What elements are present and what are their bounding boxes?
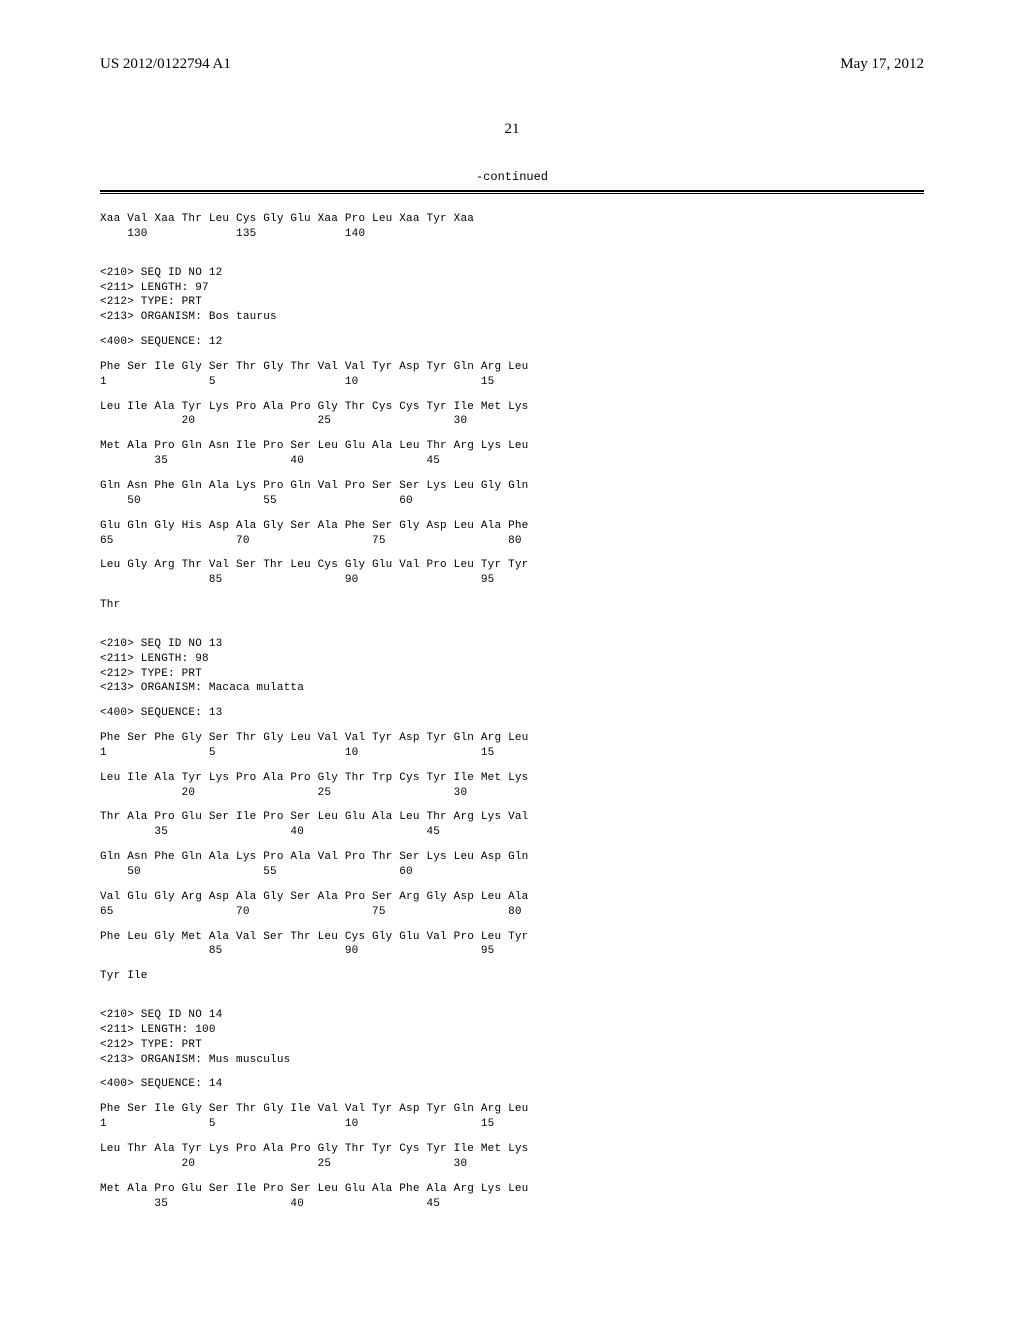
sequence-text-line: Met Ala Pro Gln Asn Ile Pro Ser Leu Glu … bbox=[100, 439, 924, 454]
sequence-text-line: Leu Ile Ala Tyr Lys Pro Ala Pro Gly Thr … bbox=[100, 400, 924, 415]
sequence-text-line: Phe Ser Ile Gly Ser Thr Gly Ile Val Val … bbox=[100, 1102, 924, 1117]
blank-spacer bbox=[100, 1067, 924, 1077]
sequence-text-line: Thr bbox=[100, 598, 924, 613]
sequence-text-line: Gln Asn Phe Gln Ala Lys Pro Ala Val Pro … bbox=[100, 850, 924, 865]
publication-number: US 2012/0122794 A1 bbox=[100, 56, 231, 73]
page-container: US 2012/0122794 A1 May 17, 2012 21 -cont… bbox=[0, 0, 1024, 1275]
sequence-text-line: Val Glu Gly Arg Asp Ala Gly Ser Ala Pro … bbox=[100, 890, 924, 905]
sequence-text-line: Leu Thr Ala Tyr Lys Pro Ala Pro Gly Thr … bbox=[100, 1142, 924, 1157]
blank-spacer bbox=[100, 325, 924, 335]
sequence-text-line: <400> SEQUENCE: 13 bbox=[100, 706, 924, 721]
sequence-text-line: <211> LENGTH: 97 bbox=[100, 281, 924, 296]
sequence-text-line: 1 5 10 15 bbox=[100, 375, 924, 390]
blank-spacer bbox=[100, 613, 924, 623]
sequence-text-line: <213> ORGANISM: Mus musculus bbox=[100, 1053, 924, 1068]
publication-date: May 17, 2012 bbox=[840, 56, 924, 73]
sequence-text-line: Phe Leu Gly Met Ala Val Ser Thr Leu Cys … bbox=[100, 930, 924, 945]
sequence-text-line: <211> LENGTH: 98 bbox=[100, 652, 924, 667]
sequence-text-line: 35 40 45 bbox=[100, 454, 924, 469]
sequence-text-line: Thr Ala Pro Glu Ser Ile Pro Ser Leu Glu … bbox=[100, 810, 924, 825]
sequence-text-line: Xaa Val Xaa Thr Leu Cys Gly Glu Xaa Pro … bbox=[100, 212, 924, 227]
sequence-text-line: <210> SEQ ID NO 12 bbox=[100, 266, 924, 281]
blank-spacer bbox=[100, 721, 924, 731]
sequence-text-line: <213> ORGANISM: Bos taurus bbox=[100, 310, 924, 325]
sequence-text-line: 50 55 60 bbox=[100, 494, 924, 509]
sequence-text-line: <210> SEQ ID NO 13 bbox=[100, 637, 924, 652]
blank-spacer bbox=[100, 984, 924, 994]
sequence-text-line: Phe Ser Phe Gly Ser Thr Gly Leu Val Val … bbox=[100, 731, 924, 746]
blank-spacer bbox=[100, 252, 924, 266]
continued-label: -continued bbox=[100, 170, 924, 184]
sequence-text-line: 85 90 95 bbox=[100, 573, 924, 588]
divider-top bbox=[100, 190, 924, 192]
sequence-text-line: <400> SEQUENCE: 14 bbox=[100, 1077, 924, 1092]
sequence-text-line: 65 70 75 80 bbox=[100, 905, 924, 920]
blank-spacer bbox=[100, 696, 924, 706]
sequence-text-line: Leu Gly Arg Thr Val Ser Thr Leu Cys Gly … bbox=[100, 558, 924, 573]
sequence-text-line: <212> TYPE: PRT bbox=[100, 667, 924, 682]
sequence-text-line: Met Ala Pro Glu Ser Ile Pro Ser Leu Glu … bbox=[100, 1182, 924, 1197]
sequence-text-line: 1 5 10 15 bbox=[100, 1117, 924, 1132]
divider-bottom bbox=[100, 193, 924, 194]
sequence-text-line: Gln Asn Phe Gln Ala Lys Pro Gln Val Pro … bbox=[100, 479, 924, 494]
sequence-text-line: 20 25 30 bbox=[100, 1157, 924, 1172]
sequence-text-line: Tyr Ile bbox=[100, 969, 924, 984]
sequence-text-line: <400> SEQUENCE: 12 bbox=[100, 335, 924, 350]
sequence-text-line: 35 40 45 bbox=[100, 1197, 924, 1212]
sequence-text-line: 1 5 10 15 bbox=[100, 746, 924, 761]
sequence-text-line: <213> ORGANISM: Macaca mulatta bbox=[100, 681, 924, 696]
sequence-listing: Xaa Val Xaa Thr Leu Cys Gly Glu Xaa Pro … bbox=[100, 212, 924, 1235]
sequence-text-line: 85 90 95 bbox=[100, 944, 924, 959]
sequence-text-line: 130 135 140 bbox=[100, 227, 924, 242]
sequence-text-line: <212> TYPE: PRT bbox=[100, 1038, 924, 1053]
sequence-text-line: 50 55 60 bbox=[100, 865, 924, 880]
blank-spacer bbox=[100, 350, 924, 360]
sequence-text-line: 20 25 30 bbox=[100, 786, 924, 801]
page-number: 21 bbox=[100, 121, 924, 138]
sequence-text-line: <211> LENGTH: 100 bbox=[100, 1023, 924, 1038]
sequence-text-line: 20 25 30 bbox=[100, 414, 924, 429]
sequence-text-line: 65 70 75 80 bbox=[100, 534, 924, 549]
blank-spacer bbox=[100, 1221, 924, 1235]
sequence-text-line: 35 40 45 bbox=[100, 825, 924, 840]
sequence-text-line: Phe Ser Ile Gly Ser Thr Gly Thr Val Val … bbox=[100, 360, 924, 375]
page-header: US 2012/0122794 A1 May 17, 2012 bbox=[100, 56, 924, 73]
sequence-text-line: <210> SEQ ID NO 14 bbox=[100, 1008, 924, 1023]
blank-spacer bbox=[100, 1092, 924, 1102]
blank-spacer bbox=[100, 623, 924, 637]
sequence-text-line: Leu Ile Ala Tyr Lys Pro Ala Pro Gly Thr … bbox=[100, 771, 924, 786]
blank-spacer bbox=[100, 994, 924, 1008]
sequence-text-line: Glu Gln Gly His Asp Ala Gly Ser Ala Phe … bbox=[100, 519, 924, 534]
sequence-text-line: <212> TYPE: PRT bbox=[100, 295, 924, 310]
